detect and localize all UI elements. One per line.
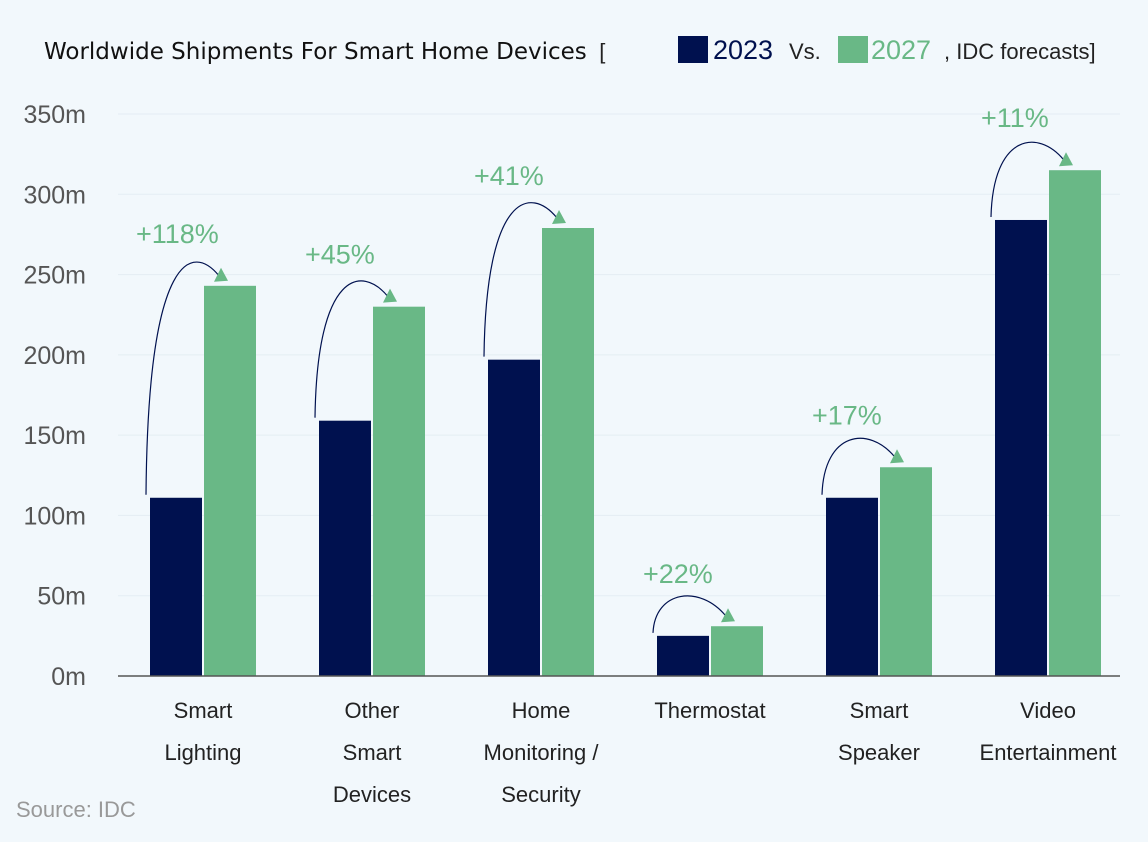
bar-2023-2 [488,359,540,676]
growth-label: +11% [981,103,1049,133]
growth-label: +41% [474,161,544,191]
chart-title: Worldwide Shipments For Smart Home Devic… [44,39,605,65]
growth-arrow-line [314,280,389,418]
x-tick-label: Smart Lighting [164,698,241,765]
legend-label-2023: 2023 [713,35,773,65]
bar-2023-3 [657,635,709,676]
growth-arrow-head [721,608,735,623]
x-tick-label: Other Smart Devices [333,698,411,807]
legend-swatch-2023 [678,36,708,63]
y-tick-label: 100m [23,502,86,530]
bar-2027-2 [542,228,594,676]
growth-label: +118% [136,219,219,249]
bar-2023-4 [826,497,878,676]
y-axis-ticks: 0m 50m 100m 150m 200m 250m 300m 350m [23,101,86,691]
growth-arrow-head [890,449,904,464]
growth-arrow-head [552,210,566,225]
y-tick-label: 200m [23,342,86,370]
title-bracket: [ [599,39,605,64]
x-axis-ticks: Smart Lighting Other Smart Devices Home Monito… [164,698,1116,807]
growth-arrow-line [483,202,558,357]
growth-arrow-head [383,288,397,303]
title-suffix: , IDC forecasts] [944,39,1096,64]
bar-2023-0 [150,497,202,676]
bar-2027-1 [373,306,425,676]
bar-2027-0 [204,285,256,676]
legend-label-2027: 2027 [871,35,931,65]
y-tick-label: 350m [23,101,86,129]
x-tick-label: Home Monitoring / Security [484,698,600,807]
growth-arrows: +118% +45% +41% +22% +17% +11% [136,103,1073,633]
title-text: Worldwide Shipments For Smart Home Devic… [44,39,587,65]
growth-label: +22% [643,559,713,589]
gridlines [118,113,1120,597]
source-note: Source: IDC [16,797,136,822]
x-tick-label: Thermostat [654,698,765,723]
growth-arrow-head [1059,152,1073,167]
bar-2023-5 [995,219,1047,676]
y-tick-label: 0m [51,663,86,691]
growth-arrow-head [214,267,228,282]
growth-arrow-line [990,141,1065,217]
growth-arrow-line [145,261,220,495]
bar-2023-1 [319,420,371,676]
bar-2027-5 [1049,170,1101,676]
bars [150,170,1101,676]
legend-swatch-2027 [838,36,868,63]
growth-label: +17% [812,400,882,430]
bar-2027-4 [880,467,932,676]
growth-arrow-line [652,595,727,633]
y-tick-label: 50m [37,583,86,611]
growth-arrow-line [821,437,896,495]
x-tick-label: Smart Speaker [838,698,920,765]
x-tick-label: Video Entertainment [980,698,1117,765]
legend-vs: Vs. [789,39,821,64]
bar-2027-3 [711,626,763,676]
y-tick-label: 300m [23,181,86,209]
y-tick-label: 250m [23,262,86,290]
y-tick-label: 150m [23,422,86,450]
growth-label: +45% [305,240,375,270]
